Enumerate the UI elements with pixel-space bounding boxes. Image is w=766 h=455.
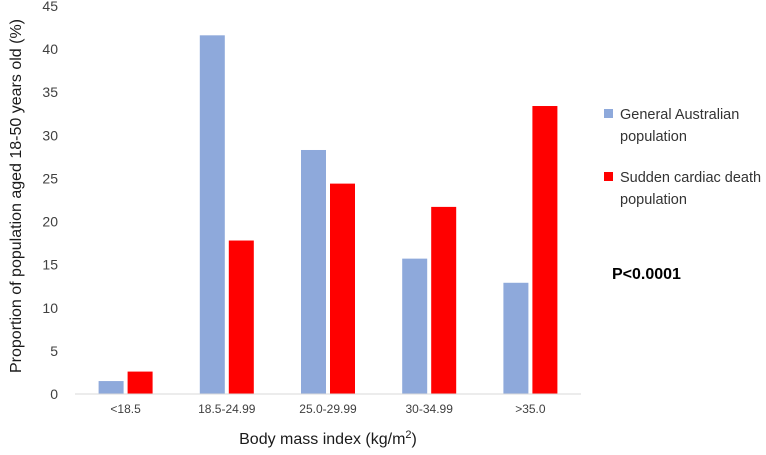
x-axis-label-superscript: 2	[405, 429, 411, 441]
bar-series-1-3	[402, 258, 428, 394]
y-axis-label: Proportion of population aged 18-50 year…	[8, 19, 25, 373]
legend-label-2: Sudden cardiac death population	[620, 170, 761, 208]
legend-label-1: General Australian population	[620, 107, 739, 145]
x-tick-label: 30-34.99	[406, 402, 454, 416]
bar-series-2-0	[127, 371, 153, 394]
bar-series-1-2	[301, 149, 326, 394]
legend-swatch-1	[604, 109, 613, 118]
bars	[98, 35, 558, 395]
y-tick-labels: 0 5 10 15 20 25 30 35 40 45	[42, 0, 58, 402]
bar-series-1-1	[199, 35, 225, 395]
bar-series-2-2	[330, 183, 355, 394]
p-value-annotation: P<0.0001	[612, 266, 681, 283]
y-tick-label: 25	[42, 170, 58, 186]
legend-label-line: General Australian	[620, 107, 739, 123]
y-axis-title: Proportion of population aged 18-50 year…	[8, 19, 25, 373]
x-tick-label: 25.0-29.99	[299, 402, 357, 416]
bar-series-2-1	[228, 240, 254, 394]
x-tick-label: 18.5-24.99	[198, 402, 256, 416]
legend-label-line: Sudden cardiac death	[620, 170, 761, 186]
x-tick-label: <18.5	[110, 402, 141, 416]
legend-swatch-2	[604, 172, 613, 181]
bar-series-2-3	[431, 206, 457, 394]
y-tick-label: 10	[42, 300, 58, 316]
y-tick-label: 40	[42, 41, 58, 57]
y-tick-label: 45	[42, 0, 58, 14]
x-tick-labels: <18.5 18.5-24.99 25.0-29.99 30-34.99 >35.0	[110, 402, 545, 416]
bar-series-1-4	[503, 282, 529, 394]
x-tick-label: >35.0	[515, 402, 546, 416]
y-tick-label: 20	[42, 214, 58, 230]
x-axis-label: Body mass index (kg/m2)	[239, 429, 417, 448]
legend-label-line: population	[620, 129, 687, 145]
x-axis-label-end: )	[412, 431, 417, 448]
legend-label-line: population	[620, 192, 687, 208]
y-tick-label: 5	[50, 343, 58, 359]
y-tick-label: 35	[42, 84, 58, 100]
bar-series-2-4	[532, 106, 558, 395]
y-tick-label: 0	[50, 386, 58, 402]
y-tick-label: 30	[42, 127, 58, 143]
y-tick-label: 15	[42, 257, 58, 273]
x-axis-label-main: Body mass index (kg/m	[239, 431, 405, 448]
bar-series-1-0	[98, 381, 124, 394]
